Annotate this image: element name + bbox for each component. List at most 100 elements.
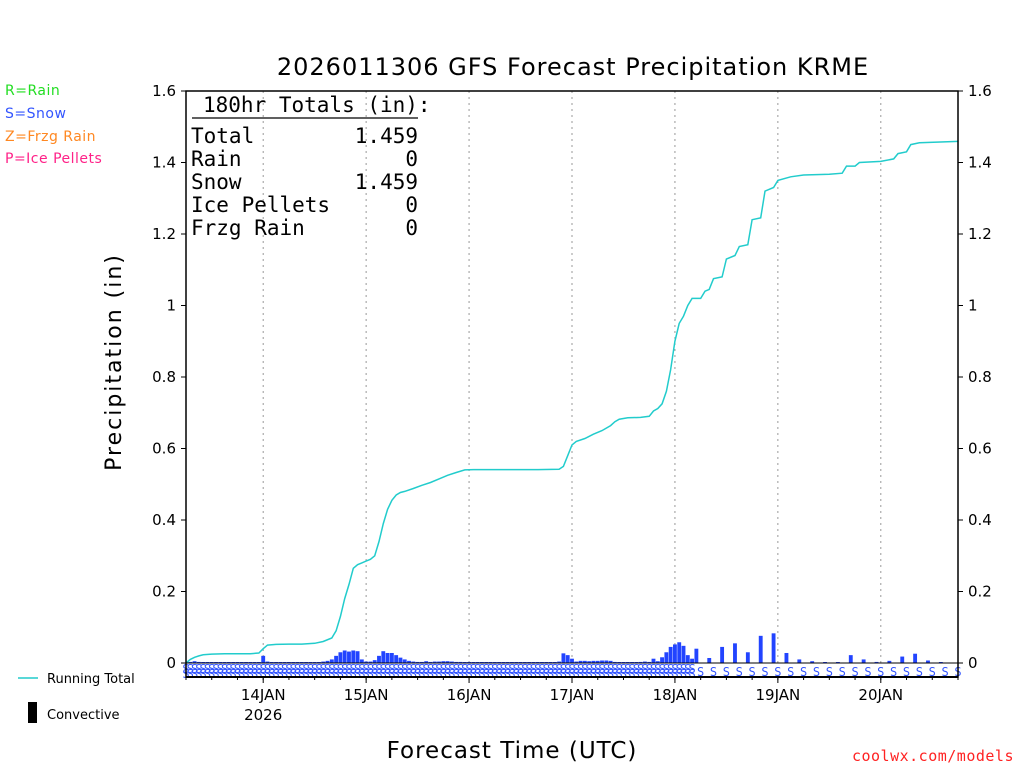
snow-marker: S	[603, 667, 610, 681]
x-tick-label: 17JAN	[550, 686, 595, 704]
snow-marker: S	[877, 665, 884, 679]
precip-bar	[321, 661, 326, 663]
snow-marker: S	[324, 662, 331, 676]
y-tick-label-right: 0.8	[968, 368, 992, 386]
precip-bar	[458, 661, 463, 663]
legend-rain: R=Rain	[5, 83, 60, 99]
snow-marker: S	[277, 662, 284, 676]
snow-marker: S	[568, 662, 575, 676]
snow-marker: S	[298, 667, 305, 681]
snow-marker: S	[581, 662, 588, 676]
snow-marker: S	[551, 667, 558, 681]
source-credit[interactable]: coolwx.com/models	[852, 747, 1014, 765]
precip-bar	[587, 661, 592, 663]
snow-marker: S	[375, 662, 382, 676]
snow-marker: S	[903, 665, 910, 679]
precip-bar	[582, 660, 587, 663]
snow-marker: S	[393, 662, 400, 676]
snow-marker: S	[234, 662, 241, 676]
precip-bar	[848, 655, 853, 663]
precip-bar	[411, 661, 416, 663]
precip-bar	[329, 659, 334, 663]
precip-bar	[454, 661, 459, 663]
snow-marker: S	[556, 667, 563, 681]
y-tick-label-left: 0.2	[152, 583, 176, 601]
chart-title: 2026011306 GFS Forecast Precipitation KR…	[277, 53, 869, 81]
snow-marker: S	[208, 662, 215, 676]
snow-marker: S	[350, 667, 357, 681]
snow-marker: S	[676, 662, 683, 676]
snow-marker: S	[465, 667, 472, 681]
snow-marker: S	[320, 662, 327, 676]
snow-marker: S	[667, 667, 674, 681]
snow-marker: S	[646, 662, 653, 676]
x-tick-label: 15JAN	[344, 686, 389, 704]
precip-bar	[861, 659, 866, 663]
snow-marker: S	[337, 662, 344, 676]
snow-marker: S	[281, 662, 288, 676]
y-axis-ticks: 0 00.2 0.20.4 0.40.6 0.60.8 0.81 11.2 1.21.4 1.4…	[152, 82, 992, 672]
snow-marker: S	[478, 667, 485, 681]
precip-bar	[407, 660, 411, 663]
y-tick-label-left: 0.6	[152, 440, 176, 458]
legend-ice-pellets: P=Ice Pellets	[5, 151, 102, 167]
snow-marker: S	[491, 667, 498, 681]
snow-marker: S	[427, 662, 434, 676]
snow-marker: S	[367, 662, 374, 676]
totals-value-total: 1.459	[355, 124, 418, 148]
snow-marker: S	[350, 662, 357, 676]
totals-box: 180hr Totals (in): Total 1.459 Rain 0 Sn…	[191, 93, 431, 240]
snow-marker: S	[637, 667, 644, 681]
precip-bar	[424, 661, 429, 663]
snow-marker: S	[290, 667, 297, 681]
snow-marker: S	[547, 662, 554, 676]
totals-value-ice-pellets: 0	[405, 193, 418, 217]
snow-marker: S	[663, 662, 670, 676]
snow-marker: S	[697, 665, 704, 679]
snow-marker: S	[929, 665, 936, 679]
snow-marker: S	[212, 662, 219, 676]
precip-bar	[364, 661, 369, 663]
snow-marker: S	[676, 667, 683, 681]
snow-marker: S	[573, 662, 580, 676]
snow-marker: S	[200, 667, 207, 681]
snow-marker: S	[826, 665, 833, 679]
snow-marker: S	[200, 662, 207, 676]
snow-marker: S	[628, 667, 635, 681]
snow-marker: S	[294, 662, 301, 676]
snow-marker: S	[217, 667, 224, 681]
snow-marker: S	[380, 667, 387, 681]
snow-marker: S	[547, 667, 554, 681]
snow-marker: S	[272, 667, 279, 681]
snow-marker: S	[654, 662, 661, 676]
precip-bar	[694, 648, 699, 663]
precip-bar	[449, 661, 454, 663]
snow-marker: S	[680, 667, 687, 681]
snow-marker: S	[191, 667, 198, 681]
snow-marker: S	[307, 667, 314, 681]
snow-marker: S	[508, 662, 515, 676]
precip-bar	[604, 660, 609, 663]
precip-bar	[368, 661, 373, 663]
precip-bar	[655, 661, 660, 663]
precip-bar	[347, 651, 351, 663]
snow-marker: S	[328, 667, 335, 681]
snow-marker: S	[560, 667, 567, 681]
snow-marker: S	[577, 662, 584, 676]
y-tick-label-right: 0.2	[968, 583, 992, 601]
snow-marker: S	[607, 662, 614, 676]
snow-marker: S	[225, 662, 232, 676]
snow-marker: S	[774, 665, 781, 679]
snow-marker: S	[332, 662, 339, 676]
precip-bar	[797, 659, 802, 663]
x-axis-ticks: 14JAN 2026 15JAN 16JAN 17JAN 18JAN 19JAN 20JAN	[185, 677, 959, 724]
snow-marker: S	[195, 667, 202, 681]
snow-marker: S	[474, 662, 481, 676]
snow-marker: S	[800, 665, 807, 679]
totals-label-rain: Rain	[191, 147, 242, 171]
precip-bar	[651, 658, 656, 663]
snow-marker: S	[208, 667, 215, 681]
precip-bar	[334, 655, 339, 663]
precip-bar	[758, 635, 763, 663]
precip-bar	[926, 660, 930, 663]
